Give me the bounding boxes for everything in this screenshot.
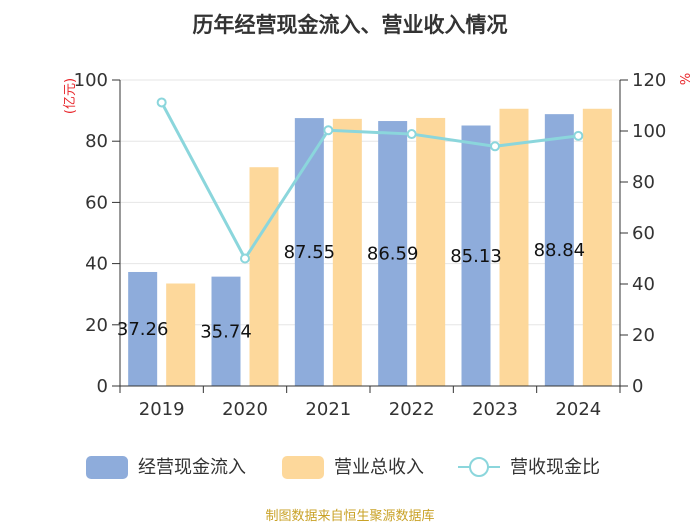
y-left-tick-label: 80 <box>85 131 108 152</box>
bar-revenue <box>499 108 529 386</box>
y-left-tick-label: 100 <box>74 70 108 91</box>
data-label: 35.74 <box>200 321 252 342</box>
legend-swatch-marker <box>469 457 489 477</box>
x-tick-label: 2021 <box>305 399 351 420</box>
chart-title: 历年经营现金流入、营业收入情况 <box>193 13 508 37</box>
ratio-point <box>406 129 417 140</box>
y-left-tick-label: 0 <box>97 376 108 397</box>
ratio-point <box>323 125 334 136</box>
bar-revenue <box>582 108 612 386</box>
legend-label: 营业总收入 <box>334 457 424 478</box>
y-right-tick-label: 80 <box>632 172 655 193</box>
y-right-tick-label: 60 <box>632 223 655 244</box>
ratio-point <box>490 141 500 152</box>
y-left-tick-label: 20 <box>85 315 108 336</box>
x-tick-label: 2019 <box>139 399 185 420</box>
bar-cash-inflow <box>378 121 408 386</box>
y-right-tick-label: 120 <box>632 70 666 91</box>
data-label: 86.59 <box>367 244 419 265</box>
y-left-label: (亿元) <box>63 78 78 114</box>
y-right-tick-label: 40 <box>632 274 655 295</box>
bar-revenue <box>166 283 196 386</box>
bar-revenue <box>249 167 279 386</box>
y-left-tick-label: 40 <box>85 254 108 275</box>
x-tick-label: 2024 <box>555 399 601 420</box>
ratio-line-path <box>160 101 579 262</box>
data-labels: 37.26 35.74 87.55 86.59 85.13 88.84 <box>117 240 585 342</box>
x-tick-label: 2022 <box>389 399 435 420</box>
legend-label: 经营现金流入 <box>138 457 246 478</box>
y-right-tick-label: 100 <box>632 121 666 142</box>
axes: 0 20 40 60 80 100 0 20 40 60 80 100 120 2019 2020 2021 2… <box>74 70 667 420</box>
x-tick-label: 2023 <box>472 399 518 420</box>
bar-revenue <box>332 118 362 386</box>
data-label: 88.84 <box>534 240 586 261</box>
y-right-tick-label: 0 <box>632 376 643 397</box>
data-label: 87.55 <box>284 242 336 263</box>
source-note: 制图数据来自恒生聚源数据库 <box>265 508 434 524</box>
ratio-point <box>156 97 167 108</box>
bar-revenue <box>416 117 446 386</box>
legend-swatch-revenue <box>282 456 324 479</box>
legend: 经营现金流入 营业总收入 营收现金比 <box>86 456 600 479</box>
legend-label: 营收现金比 <box>510 457 600 478</box>
data-label: 85.13 <box>450 246 502 267</box>
bar-cash-inflow <box>461 125 491 386</box>
bar-cash-inflow <box>294 118 324 387</box>
ratio-point <box>573 130 584 141</box>
bar-cash-inflow <box>128 271 158 386</box>
legend-swatch-cash-inflow <box>86 456 128 479</box>
ratio-point <box>240 253 250 264</box>
data-label: 37.26 <box>117 319 169 340</box>
y-right-tick-label: 20 <box>632 325 655 346</box>
y-right-label: % <box>679 73 694 85</box>
y-left-tick-label: 60 <box>85 192 108 213</box>
bar-cash-inflow <box>211 276 241 386</box>
bar-cash-inflow <box>544 114 574 386</box>
bars <box>128 108 612 387</box>
x-tick-label: 2020 <box>222 399 268 420</box>
ratio-line <box>156 97 584 264</box>
